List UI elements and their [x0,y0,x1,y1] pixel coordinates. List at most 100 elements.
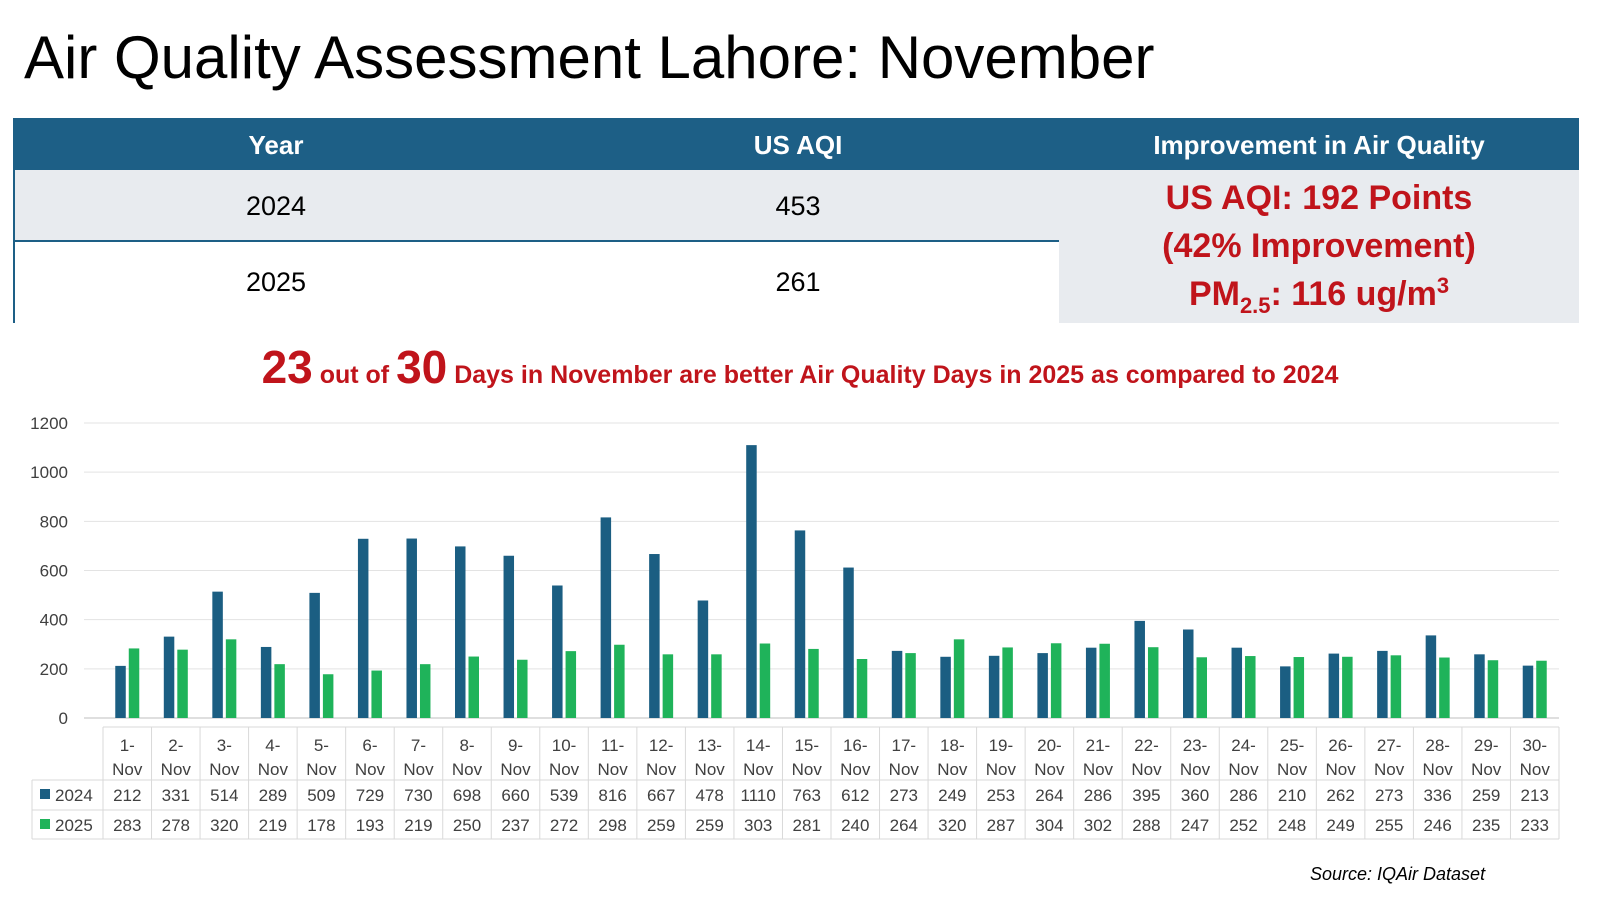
legend-label: 2024 [55,786,93,805]
x-tick-label-day: 9- [508,736,523,755]
bar-2025 [759,643,771,718]
x-tick-label-month: Nov [258,760,289,779]
x-tick-label-day: 8- [459,736,474,755]
x-tick-label-month: Nov [889,760,920,779]
bar-2024 [1231,647,1243,718]
data-table-value: 259 [647,816,675,835]
bar-2024 [115,665,126,718]
bar-2025 [371,670,382,718]
x-tick-label-day: 17- [892,736,917,755]
x-tick-label-month: Nov [161,760,192,779]
bar-2024 [697,600,709,718]
x-tick-label-day: 1- [120,736,135,755]
bar-2025 [1002,647,1013,718]
y-tick-label: 800 [40,512,68,531]
bar-2024 [1037,653,1048,718]
bar-2024 [1183,629,1194,718]
bar-2024 [891,650,903,718]
x-tick-label-month: Nov [452,760,483,779]
x-tick-label-month: Nov [1325,760,1356,779]
data-table-value: 336 [1423,786,1451,805]
bar-2025 [419,664,431,718]
x-tick-label-month: Nov [112,760,143,779]
data-table-value: 235 [1472,816,1500,835]
bar-2024 [1280,666,1291,718]
data-table-value: 320 [938,816,966,835]
data-table-value: 272 [550,816,578,835]
data-table-value: 247 [1181,816,1209,835]
x-tick-label-day: 30- [1522,736,1547,755]
x-tick-label-month: Nov [840,760,871,779]
x-tick-label-month: Nov [403,760,434,779]
bar-2024 [600,517,612,718]
data-table-value: 478 [695,786,723,805]
x-tick-label-day: 16- [843,736,868,755]
x-tick-label-month: Nov [549,760,580,779]
data-table-value: 246 [1423,816,1451,835]
bar-2024 [1085,647,1097,718]
pm-subscript: 2.5 [1239,293,1271,318]
bar-2024 [406,538,417,718]
x-tick-label-month: Nov [1131,760,1162,779]
data-table-value: 289 [259,786,287,805]
data-table-value: 249 [938,786,966,805]
data-table-value: 360 [1181,786,1209,805]
x-tick-label-day: 24- [1231,736,1256,755]
data-table-value: 178 [307,816,335,835]
bar-2024 [552,585,563,718]
data-table-value: 264 [890,816,918,835]
x-tick-label-month: Nov [306,760,337,779]
y-tick-label: 400 [40,611,68,630]
data-table-value: 1110 [741,786,776,805]
x-tick-label-day: 2- [168,736,183,755]
data-table-value: 219 [404,816,432,835]
data-table-value: 253 [987,786,1015,805]
x-tick-label-month: Nov [986,760,1017,779]
summary-row-2024: 2024 453 [15,170,1059,242]
data-table-value: 331 [162,786,190,805]
bar-2025 [1487,660,1499,718]
y-tick-label: 200 [40,660,68,679]
bar-2025 [856,659,868,718]
improvement-points: US AQI: 192 Points [1165,179,1473,217]
row-year: 2025 [245,267,307,297]
bar-2024 [940,656,951,718]
bar-2025 [1196,657,1207,718]
x-tick-label-day: 3- [217,736,232,755]
bar-2025 [274,664,285,718]
header-us-aqi: US AQI [753,130,843,160]
data-table-value: 213 [1521,786,1549,805]
x-tick-label-month: Nov [646,760,677,779]
data-table-value: 252 [1229,816,1257,835]
x-tick-label-day: 23- [1183,736,1208,755]
x-tick-label-day: 10- [552,736,577,755]
row-year: 2024 [245,191,307,221]
bar-2025 [128,648,140,718]
bar-2024 [260,646,272,718]
x-tick-label-day: 5- [314,736,329,755]
data-table-value: 255 [1375,816,1403,835]
headline-mid: out of [312,361,397,389]
data-table-value: 730 [404,786,432,805]
improvement-cell: US AQI: 192 Points (42% Improvement) PM2… [1059,170,1579,323]
x-tick-label-month: Nov [743,760,774,779]
x-tick-label-day: 29- [1474,736,1499,755]
headline-count: 23 [261,341,313,393]
improvement-percent: (42% Improvement) [1162,227,1476,265]
x-tick-label-month: Nov [209,760,240,779]
data-table-value: 283 [113,816,141,835]
x-tick-label-day: 12- [649,736,674,755]
bar-2025 [565,651,577,718]
data-table-value: 288 [1132,816,1160,835]
x-tick-label-month: Nov [1277,760,1308,779]
data-table-value: 763 [793,786,821,805]
x-tick-label-month: Nov [1423,760,1454,779]
summary-header-row: Year US AQI Improvement in Air Quality [15,120,1577,170]
data-table-value: 259 [695,816,723,835]
data-table-value: 612 [841,786,869,805]
bar-2024 [455,546,466,718]
data-table-value: 287 [987,816,1015,835]
legend-label: 2025 [55,816,93,835]
x-tick-label-month: Nov [1083,760,1114,779]
